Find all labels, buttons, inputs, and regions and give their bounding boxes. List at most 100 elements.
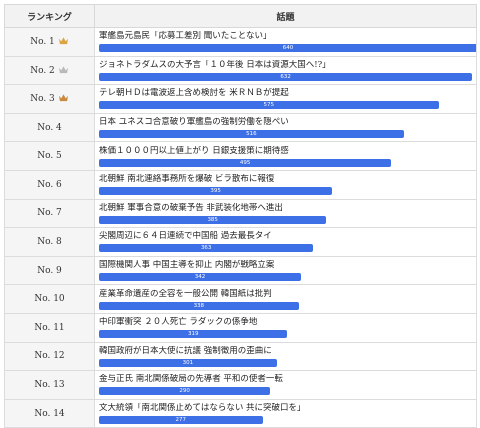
table-row[interactable]: No. 7 北朝鮮 軍事合意の破棄予告 非武装化地帯へ進出 385 — [4, 198, 477, 229]
rank-label: No. 6 — [37, 179, 62, 190]
topic-cell: 日本 ユネスコ合意破り軍艦島の強制労働を隠ぺい 516 — [94, 112, 477, 143]
rank-label: No. 10 — [34, 294, 65, 305]
crown-icon — [58, 94, 68, 102]
popularity-bar-track: 342 — [99, 273, 477, 282]
rank-cell: No. 12 — [4, 341, 95, 372]
table-row[interactable]: No. 2 ジョネトラダムスの大予言「１０年後 日本は資源大国へ!?」 632 — [4, 55, 477, 86]
table-row[interactable]: No. 6 北朝鮮 南北連絡事務所を爆破 ビラ散布に報復 395 — [4, 169, 477, 200]
rank-label: No. 11 — [34, 322, 65, 333]
topic-title-link[interactable]: 韓国政府が日本大使に抗議 強制徴用の歪曲に — [99, 345, 272, 356]
topic-cell: 国際機関人事 中国主導を抑止 内閣が戦略立案 342 — [94, 255, 477, 286]
popularity-bar-track: 277 — [99, 416, 477, 425]
popularity-bar-track: 575 — [99, 101, 477, 110]
popularity-bar: 363 — [99, 244, 314, 253]
topic-title-link[interactable]: 北朝鮮 南北連絡事務所を爆破 ビラ散布に報復 — [99, 174, 275, 185]
topic-title-link[interactable]: テレ朝ＨＤは電波返上含め検討を 米ＲＮＢが提起 — [99, 88, 289, 99]
table-row[interactable]: No. 8 尖閣周辺に６４日連続で中国船 過去最長タイ 363 — [4, 227, 477, 257]
popularity-bar: 338 — [99, 301, 299, 310]
popularity-bar-track: 290 — [99, 387, 477, 396]
popularity-bar-track: 319 — [99, 330, 477, 339]
popularity-bar: 342 — [99, 273, 301, 282]
rank-label: No. 12 — [34, 351, 65, 362]
topic-cell: 文大統領「南北関係止めてはならない 共に突破口を」 277 — [94, 398, 477, 428]
rank-cell: No. 9 — [4, 255, 95, 286]
topic-cell: テレ朝ＨＤは電波返上含め検討を 米ＲＮＢが提起 575 — [94, 84, 477, 114]
topic-column-header: 話題 — [94, 4, 477, 28]
table-row[interactable]: No. 3 テレ朝ＨＤは電波返上含め検討を 米ＲＮＢが提起 575 — [4, 84, 477, 114]
topic-cell: 金与正氏 南北関係破局の先導者 平和の使者一転 290 — [94, 370, 477, 400]
rank-label: No. 5 — [37, 151, 62, 162]
topic-cell: 産業革命遺産の全容を一般公開 韓国紙は批判 338 — [94, 284, 477, 314]
table-row[interactable]: No. 12 韓国政府が日本大使に抗議 強制徴用の歪曲に 301 — [4, 341, 477, 372]
table-row[interactable]: No. 5 株価１０００円以上値上がり 日銀支援策に期待感 495 — [4, 141, 477, 171]
popularity-bar: 290 — [99, 387, 271, 396]
topic-title-link[interactable]: ジョネトラダムスの大予言「１０年後 日本は資源大国へ!?」 — [99, 59, 331, 70]
popularity-bar: 632 — [99, 72, 473, 81]
popularity-bar-track: 495 — [99, 158, 477, 167]
popularity-bar: 575 — [99, 101, 439, 110]
popularity-bar: 385 — [99, 215, 327, 224]
popularity-bar: 395 — [99, 187, 333, 196]
table-row[interactable]: No. 11 中印軍衝突 ２０人死亡 ラダックの係争地 319 — [4, 312, 477, 343]
rank-cell: No. 2 — [4, 55, 95, 86]
rank-label: No. 2 — [30, 65, 55, 76]
topic-cell: ジョネトラダムスの大予言「１０年後 日本は資源大国へ!?」 632 — [94, 55, 477, 86]
rank-cell: No. 13 — [4, 370, 95, 400]
topic-cell: 株価１０００円以上値上がり 日銀支援策に期待感 495 — [94, 141, 477, 171]
topic-title-link[interactable]: 株価１０００円以上値上がり 日銀支援策に期待感 — [99, 145, 289, 156]
topic-title-link[interactable]: 文大統領「南北関係止めてはならない 共に突破口を」 — [99, 403, 306, 414]
popularity-bar-track: 385 — [99, 215, 477, 224]
rank-label: No. 13 — [34, 379, 65, 390]
rank-cell: No. 10 — [4, 284, 95, 314]
topic-title-link[interactable]: 中印軍衝突 ２０人死亡 ラダックの係争地 — [99, 317, 258, 328]
topic-cell: 北朝鮮 南北連絡事務所を爆破 ビラ散布に報復 395 — [94, 169, 477, 200]
popularity-bar-track: 640 — [99, 44, 477, 53]
popularity-bar-track: 516 — [99, 130, 477, 139]
crown-icon — [58, 66, 68, 73]
rank-cell: No. 5 — [4, 141, 95, 171]
rank-label: No. 14 — [34, 408, 65, 419]
popularity-bar-track: 395 — [99, 187, 477, 196]
popularity-bar-track: 301 — [99, 358, 477, 367]
topic-title-link[interactable]: 尖閣周辺に６４日連続で中国船 過去最長タイ — [99, 231, 272, 242]
popularity-bar: 516 — [99, 130, 404, 139]
rank-label: No. 4 — [37, 122, 62, 133]
rank-label: No. 9 — [37, 265, 62, 276]
topic-title-link[interactable]: 金与正氏 南北関係破局の先導者 平和の使者一転 — [99, 374, 283, 385]
topic-cell: 中印軍衝突 ２０人死亡 ラダックの係争地 319 — [94, 312, 477, 343]
table-row[interactable]: No. 14 文大統領「南北関係止めてはならない 共に突破口を」 277 — [4, 398, 477, 428]
topic-title-link[interactable]: 国際機関人事 中国主導を抑止 内閣が戦略立案 — [99, 260, 275, 271]
popularity-bar-track: 363 — [99, 244, 477, 253]
topic-title-link[interactable]: 北朝鮮 軍事合意の破棄予告 非武装化地帯へ進出 — [99, 202, 283, 213]
rank-cell: No. 7 — [4, 198, 95, 229]
rank-column-header: ランキング — [4, 4, 95, 28]
ranking-table: ランキング 話題 No. 1 軍艦島元島民「応募工差別 聞いたことない」 640 No… — [4, 4, 477, 428]
rank-label: No. 7 — [37, 208, 62, 219]
table-row[interactable]: No. 13 金与正氏 南北関係破局の先導者 平和の使者一転 290 — [4, 370, 477, 400]
rank-cell: No. 4 — [4, 112, 95, 143]
table-row[interactable]: No. 1 軍艦島元島民「応募工差別 聞いたことない」 640 — [4, 27, 477, 57]
topic-cell: 軍艦島元島民「応募工差別 聞いたことない」 640 — [94, 27, 477, 57]
topic-cell: 尖閣周辺に６４日連続で中国船 過去最長タイ 363 — [94, 227, 477, 257]
popularity-bar-track: 338 — [99, 301, 477, 310]
rank-label: No. 3 — [30, 94, 55, 105]
topic-title-link[interactable]: 産業革命遺産の全容を一般公開 韓国紙は批判 — [99, 288, 272, 299]
rank-cell: No. 14 — [4, 398, 95, 428]
popularity-bar-track: 632 — [99, 72, 477, 81]
rank-label: No. 8 — [37, 236, 62, 247]
rank-cell: No. 1 — [4, 27, 95, 57]
topic-cell: 北朝鮮 軍事合意の破棄予告 非武装化地帯へ進出 385 — [94, 198, 477, 229]
rank-cell: No. 11 — [4, 312, 95, 343]
table-header-row: ランキング 話題 — [4, 4, 477, 28]
popularity-bar: 319 — [99, 330, 288, 339]
ranking-rows: No. 1 軍艦島元島民「応募工差別 聞いたことない」 640 No. 2 ジョネトラダ… — [4, 27, 477, 428]
topic-title-link[interactable]: 軍艦島元島民「応募工差別 聞いたことない」 — [99, 31, 272, 42]
crown-icon — [58, 37, 68, 45]
rank-cell: No. 3 — [4, 84, 95, 114]
rank-cell: No. 8 — [4, 227, 95, 257]
topic-title-link[interactable]: 日本 ユネスコ合意破り軍艦島の強制労働を隠ぺい — [99, 117, 289, 128]
table-row[interactable]: No. 9 国際機関人事 中国主導を抑止 内閣が戦略立案 342 — [4, 255, 477, 286]
table-row[interactable]: No. 4 日本 ユネスコ合意破り軍艦島の強制労働を隠ぺい 516 — [4, 112, 477, 143]
table-row[interactable]: No. 10 産業革命遺産の全容を一般公開 韓国紙は批判 338 — [4, 284, 477, 314]
